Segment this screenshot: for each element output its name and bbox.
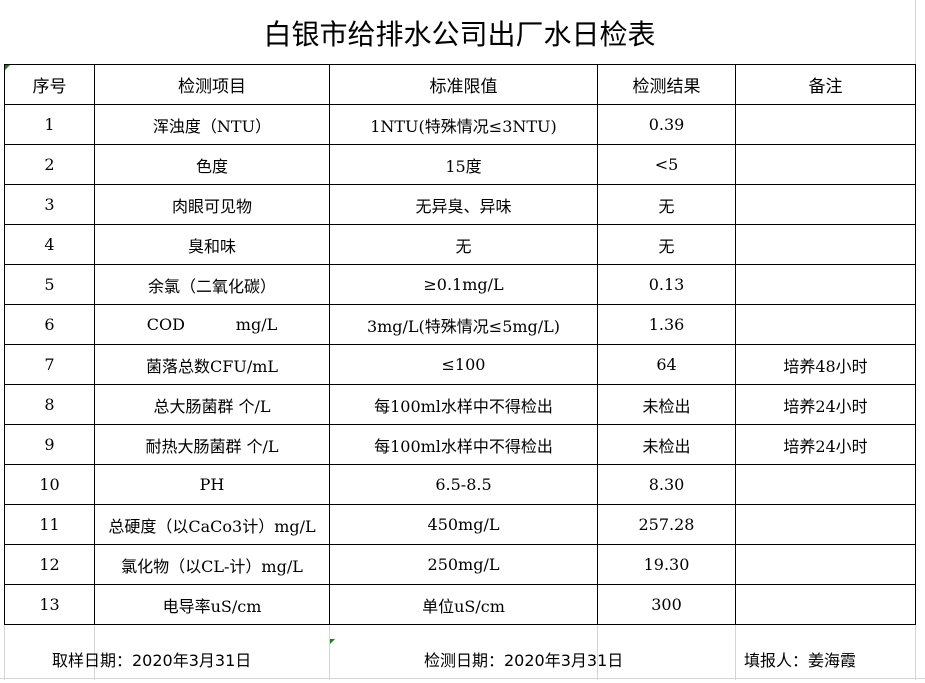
cell-result[interactable]: 0.39 [597,104,736,145]
header-cell-limit[interactable]: 标准限值 [329,64,598,105]
cell-index[interactable]: 7 [4,344,95,385]
table-row: 7 菌落总数CFU/mL ≤100 64 培养48小时 [4,344,916,385]
cell-item[interactable]: 电导率uS/cm [94,584,330,625]
cell-result[interactable]: 300 [597,584,736,625]
cell-item[interactable]: 浑浊度（NTU） [94,104,330,145]
cell-index[interactable]: 11 [4,504,95,545]
cell-comment-marker [330,639,335,644]
cell-comment-marker [5,65,10,70]
cell-index[interactable]: 8 [4,384,95,425]
cell-limit[interactable]: 6.5-8.5 [329,464,598,505]
cell-item[interactable]: 色度 [94,144,330,185]
cell-result[interactable]: 0.13 [597,264,736,305]
header-row: 序号 检测项目 标准限值 检测结果 备注 [4,64,916,105]
cell-remark[interactable] [735,504,916,545]
cell-index[interactable]: 9 [4,424,95,465]
cell-index[interactable]: 12 [4,544,95,585]
cell-remark[interactable] [735,184,916,225]
footer-row: 取样日期：2020年3月31日 检测日期：2020年3月31日 填报人：姜海霞 [0,639,925,679]
sample-date[interactable]: 取样日期：2020年3月31日 [52,651,252,670]
table-row: 2 色度 15度 <5 [4,144,916,185]
cell-item[interactable]: 总硬度（以CaCo3计）mg/L [94,504,330,545]
cell-limit[interactable]: 250mg/L [329,544,598,585]
cell-index[interactable]: 1 [4,104,95,145]
table-row: 9 耐热大肠菌群 个/L 每100ml水样中不得检出 未检出 培养24小时 [4,424,916,465]
cell-limit[interactable]: ≥0.1mg/L [329,264,598,305]
cell-remark[interactable] [735,104,916,145]
cell-limit[interactable]: 3mg/L(特殊情况≤5mg/L) [329,304,598,345]
cell-item[interactable]: COD mg/L [94,304,330,345]
cell-limit[interactable]: 每100ml水样中不得检出 [329,384,598,425]
cell-index[interactable]: 2 [4,144,95,185]
test-date[interactable]: 检测日期：2020年3月31日 [424,651,624,670]
cell-limit[interactable]: 无 [329,224,598,265]
cell-result[interactable]: 64 [597,344,736,385]
cell-index[interactable]: 5 [4,264,95,305]
cell-item[interactable]: 肉眼可见物 [94,184,330,225]
table-row: 12 氯化物（以CL-计）mg/L 250mg/L 19.30 [4,544,916,585]
cell-result[interactable]: <5 [597,144,736,185]
cell-item[interactable]: 菌落总数CFU/mL [94,344,330,385]
cell-result[interactable]: 未检出 [597,424,736,465]
cell-item[interactable]: PH [94,464,330,505]
header-cell-item[interactable]: 检测项目 [94,64,330,105]
table-row: 3 肉眼可见物 无异臭、异味无 [4,184,916,225]
cell-item[interactable]: 余氯（二氧化碳） [94,264,330,305]
cell-remark[interactable] [735,144,916,185]
table-row: 11 总硬度（以CaCo3计）mg/L 450mg/L 257.28 [4,504,916,545]
cell-limit[interactable]: 每100ml水样中不得检出 [329,424,598,465]
cell-result[interactable]: 19.30 [597,544,736,585]
cell-remark[interactable] [735,584,916,625]
cell-index[interactable]: 10 [4,464,95,505]
cell-index[interactable]: 3 [4,184,95,225]
cell-remark[interactable]: 培养48小时 [735,344,916,385]
table-row: 8 总大肠菌群 个/L 每100ml水样中不得检出 未检出 培养24小时 [4,384,916,425]
cell-remark[interactable] [735,304,916,345]
cell-remark[interactable] [735,224,916,265]
cell-result[interactable]: 无 [597,224,736,265]
cell-index[interactable]: 4 [4,224,95,265]
cell-item[interactable]: 耐热大肠菌群 个/L [94,424,330,465]
table-row: 5 余氯（二氧化碳） ≥0.1mg/L 0.13 [4,264,916,305]
cell-remark[interactable]: 培养24小时 [735,424,916,465]
header-cell-result[interactable]: 检测结果 [597,64,736,105]
table-row: 10 PH 6.5-8.5 8.30 [4,464,916,505]
cell-item[interactable]: 臭和味 [94,224,330,265]
sheet-title[interactable]: 白银市给排水公司出厂水日检表 [4,0,915,64]
cell-item[interactable]: 总大肠菌群 个/L [94,384,330,425]
cell-result[interactable]: 257.28 [597,504,736,545]
cell-result[interactable]: 1.36 [597,304,736,345]
cell-result[interactable]: 未检出 [597,384,736,425]
table-row: 13 电导率uS/cm 单位uS/cm 300 [4,584,916,625]
cell-index[interactable]: 13 [4,584,95,625]
cell-remark[interactable] [735,544,916,585]
cell-limit[interactable]: 单位uS/cm [329,584,598,625]
cell-remark[interactable]: 培养24小时 [735,384,916,425]
cell-item[interactable]: 氯化物（以CL-计）mg/L [94,544,330,585]
table-row: 1 浑浊度（NTU） 1NTU(特殊情况≤3NTU) 0.39 [4,104,916,145]
header-cell-index[interactable]: 序号 [4,64,95,105]
cell-limit[interactable]: 无异臭、异味 [329,184,598,225]
header-cell-remark[interactable]: 备注 [735,64,916,105]
cell-index[interactable]: 6 [4,304,95,345]
reporter[interactable]: 填报人：姜海霞 [744,651,857,670]
cell-result[interactable]: 无 [597,184,736,225]
cell-limit[interactable]: ≤100 [329,344,598,385]
cell-remark[interactable] [735,264,916,305]
cell-result[interactable]: 8.30 [597,464,736,505]
table-row: 4 臭和味无无 [4,224,916,265]
table-row: 6 COD mg/L 3mg/L(特殊情况≤5mg/L) 1.36 [4,304,916,345]
cell-limit[interactable]: 15度 [329,144,598,185]
cell-limit[interactable]: 1NTU(特殊情况≤3NTU) [329,104,598,145]
cell-remark[interactable] [735,464,916,505]
inspection-table: 序号 检测项目 标准限值 检测结果 备注 1 浑浊度（NTU） 1NTU(特殊情况≤… [4,64,916,625]
cell-limit[interactable]: 450mg/L [329,504,598,545]
